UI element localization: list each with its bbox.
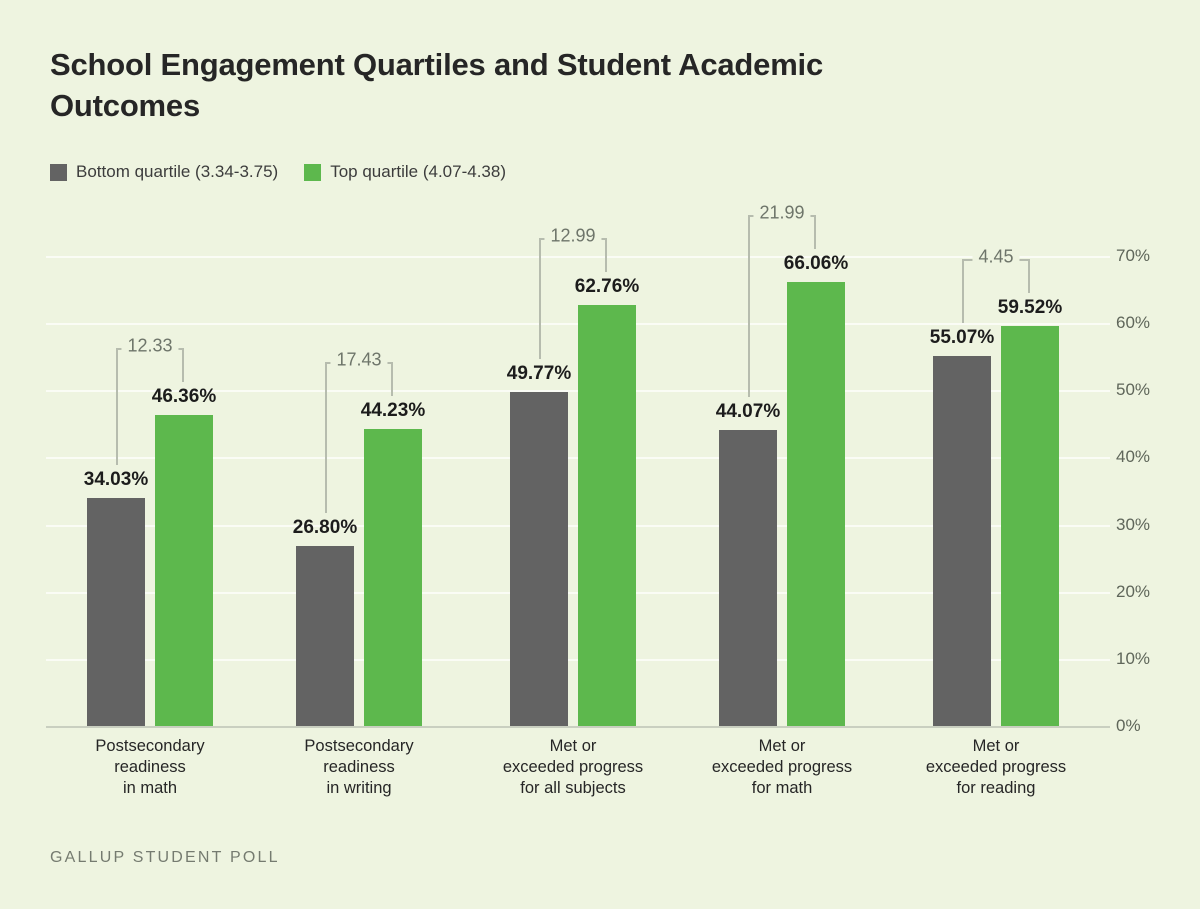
bar-bottom-quartile[interactable]: 49.77% bbox=[507, 363, 571, 726]
page-title: School Engagement Quartiles and Student … bbox=[50, 47, 824, 124]
bar-value-label: 44.07% bbox=[715, 401, 781, 423]
bracket-stub-right bbox=[803, 215, 816, 218]
x-axis-line bbox=[46, 726, 1110, 728]
bar-bottom-quartile[interactable]: 44.07% bbox=[716, 401, 780, 726]
bar-value-label: 26.80% bbox=[292, 517, 358, 539]
category-label: Met or exceeded progress for math bbox=[672, 736, 892, 799]
bracket-stub-left bbox=[539, 237, 552, 240]
legend-item-bottom-quartile[interactable]: Bottom quartile (3.34-3.75) bbox=[50, 162, 278, 182]
category-label: Postsecondary readiness in math bbox=[40, 736, 260, 799]
category-label-line: exceeded progress bbox=[502, 758, 644, 777]
y-axis: 0% 10% 20% 30% 40% 50% 60% 70% bbox=[1116, 0, 1196, 909]
category-label-line: Postsecondary bbox=[304, 737, 414, 755]
plot-area: 34.03% 46.36% 26.80% 44.23% 49.77% 62.76% 44.0… bbox=[46, 202, 1110, 728]
category-label-line: Met or bbox=[549, 737, 597, 755]
category-label-line: in math bbox=[122, 779, 178, 798]
y-axis-tick-label: 70% bbox=[1116, 246, 1151, 265]
category-label-line: Met or bbox=[758, 737, 806, 755]
bar-group: 55.07% 59.52% bbox=[930, 256, 1062, 726]
bracket-line-top-quartile bbox=[814, 215, 816, 250]
bar-group: 44.07% 66.06% bbox=[716, 253, 848, 726]
category-label-line: exceeded progress bbox=[711, 758, 853, 777]
gap-value-label: 21.99 bbox=[753, 202, 811, 224]
category-label: Met or exceeded progress for reading bbox=[886, 736, 1106, 799]
bar-top-quartile[interactable]: 62.76% bbox=[575, 276, 639, 726]
bar-value-label: 55.07% bbox=[929, 327, 995, 349]
bar-top-quartile[interactable]: 59.52% bbox=[998, 297, 1062, 726]
source-label: GALLUP STUDENT POLL bbox=[50, 849, 280, 866]
bar-value-label: 49.77% bbox=[506, 362, 572, 384]
legend-item-top-quartile[interactable]: Top quartile (4.07-4.38) bbox=[304, 162, 506, 182]
legend-label-top-quartile: Top quartile (4.07-4.38) bbox=[330, 162, 506, 181]
bar-top-quartile[interactable]: 66.06% bbox=[784, 253, 848, 726]
bar-group: 26.80% 44.23% bbox=[293, 256, 425, 726]
bracket-stub-left bbox=[748, 215, 761, 218]
category-label-line: exceeded progress bbox=[925, 758, 1067, 777]
chart-legend: Bottom quartile (3.34-3.75) Top quartile… bbox=[50, 162, 506, 182]
legend-swatch-bottom-quartile bbox=[50, 163, 67, 181]
category-label-line: in writing bbox=[326, 779, 392, 798]
bar-top-quartile[interactable]: 44.23% bbox=[361, 400, 425, 726]
category-label-line: for reading bbox=[956, 779, 1036, 798]
legend-swatch-top-quartile bbox=[304, 163, 322, 181]
bar-value-label: 34.03% bbox=[83, 468, 149, 490]
category-label: Met or exceeded progress for all subjects bbox=[463, 736, 683, 799]
bar-bottom-quartile[interactable]: 34.03% bbox=[84, 469, 148, 726]
bar-value-label: 62.76% bbox=[574, 275, 640, 297]
category-label-line: readiness bbox=[323, 758, 395, 777]
y-axis-tick-label: 0% bbox=[1116, 716, 1141, 735]
bar-bottom-quartile[interactable]: 55.07% bbox=[930, 327, 994, 726]
y-axis-tick-label: 30% bbox=[1116, 514, 1151, 534]
bar-value-label: 66.06% bbox=[783, 253, 849, 275]
category-label: Postsecondary readiness in writing bbox=[249, 736, 469, 799]
legend-label-bottom-quartile: Bottom quartile (3.34-3.75) bbox=[76, 162, 279, 181]
bar-value-label: 46.36% bbox=[151, 385, 217, 407]
gap-value-label: 12.99 bbox=[544, 225, 602, 247]
bar-value-label: 59.52% bbox=[997, 297, 1063, 319]
bar-value-label: 44.23% bbox=[360, 400, 426, 422]
category-label-line: Met or bbox=[972, 737, 1020, 755]
bar-group: 34.03% 46.36% bbox=[84, 256, 216, 726]
category-label-line: Postsecondary bbox=[95, 737, 205, 755]
y-axis-tick-label: 50% bbox=[1116, 380, 1151, 400]
bar-group: 49.77% 62.76% bbox=[507, 256, 639, 726]
category-label-line: for all subjects bbox=[520, 779, 626, 798]
category-label-line: for math bbox=[751, 779, 813, 798]
bar-bottom-quartile[interactable]: 26.80% bbox=[293, 517, 357, 726]
category-label-line: readiness bbox=[114, 758, 186, 777]
bar-top-quartile[interactable]: 46.36% bbox=[152, 386, 216, 726]
y-axis-tick-label: 40% bbox=[1116, 447, 1151, 467]
y-axis-tick-label: 10% bbox=[1116, 648, 1151, 668]
gridline bbox=[46, 256, 1110, 258]
y-axis-tick-label: 60% bbox=[1116, 313, 1151, 333]
y-axis-tick-label: 20% bbox=[1116, 581, 1151, 601]
bracket-stub-right bbox=[594, 237, 607, 240]
